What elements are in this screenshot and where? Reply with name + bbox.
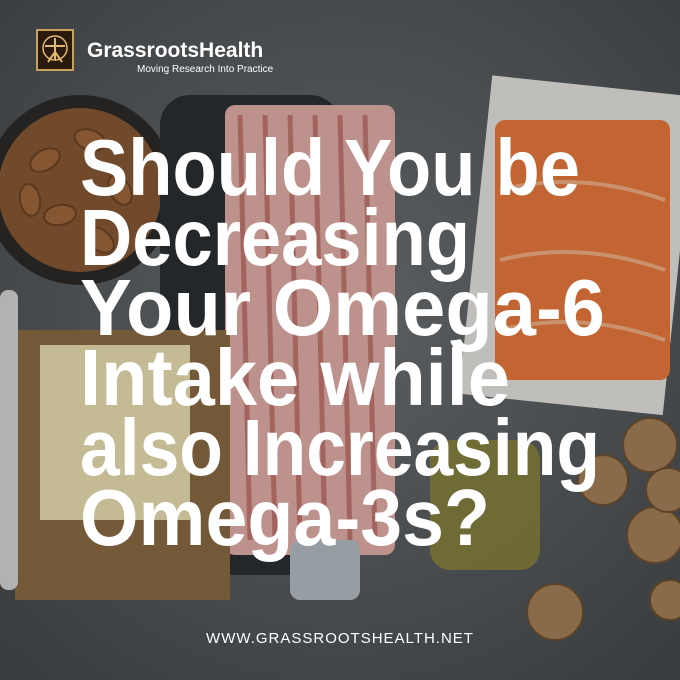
headline-line: Your Omega-6 [80,263,605,352]
logo: GrassrootsHealth Moving Research Into Pr… [36,29,274,75]
food-photo [0,75,680,641]
headline-line: Decreasing [80,193,470,282]
headline-line: Intake while [80,333,510,422]
headline-line: Should You be [80,123,580,212]
logo-name: GrassrootsHealth [87,39,263,62]
logo-tagline: Moving Research Into Practice [137,64,274,75]
headline-line: also Increasing [80,403,600,492]
website-url: WWW.GRASSROOTSHEALTH.NET [206,630,474,647]
headline-line: Omega-3s? [80,473,490,562]
